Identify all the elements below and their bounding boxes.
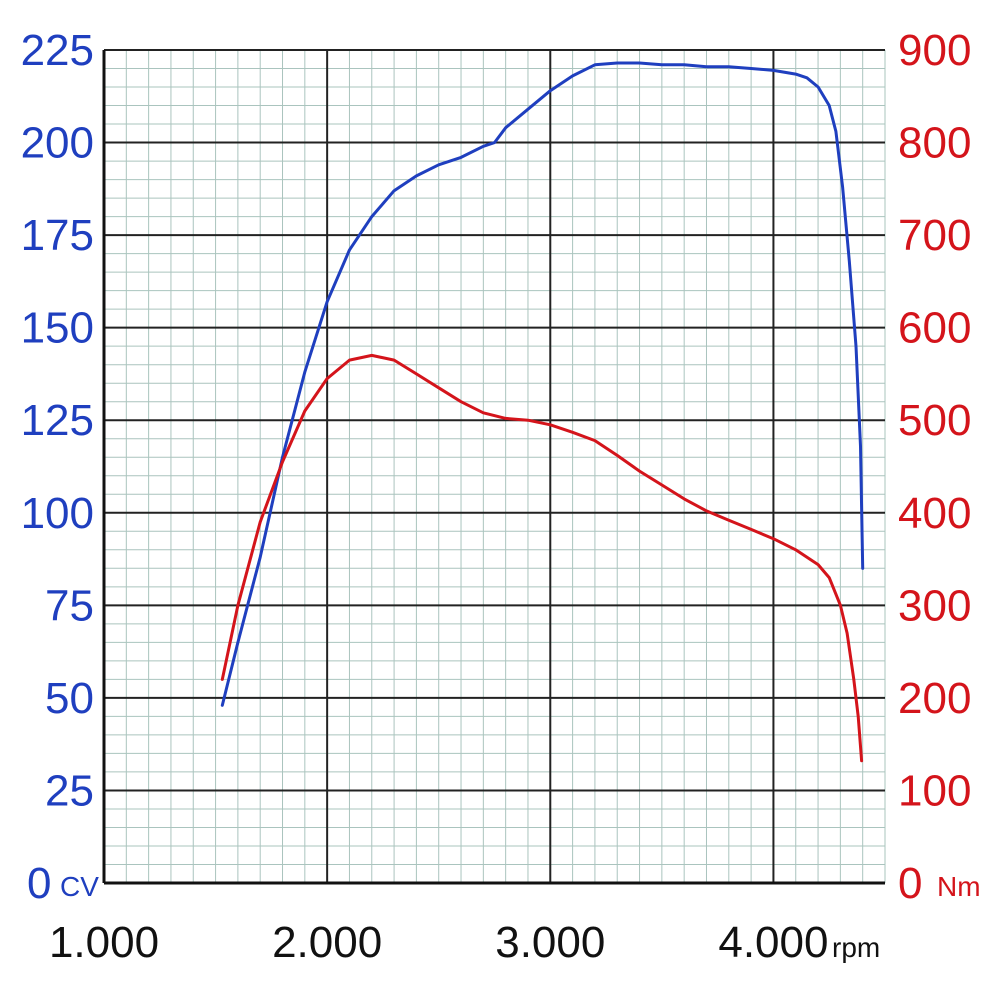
right-tick-label: 100 [898,766,971,815]
right-tick-label: 600 [898,304,971,353]
right-axis-labels: 0 100 200 300 400 500 600 700 800 900 [898,26,971,908]
x-tick-label: 2.000 [272,918,382,967]
series-lines [220,61,865,763]
left-axis-labels: 0 25 50 75 100 125 150 175 200 225 [21,26,94,908]
left-tick-label: 225 [21,26,94,75]
right-tick-label: 800 [898,119,971,168]
left-tick-label: 150 [21,304,94,353]
x-axis-unit: rpm [832,932,880,963]
left-tick-label: 175 [21,211,94,260]
power-series-line [220,61,865,707]
axes [102,50,885,885]
left-tick-label: 25 [45,766,94,815]
right-tick-label: 300 [898,581,971,630]
right-tick-label: 400 [898,489,971,538]
x-tick-label: 4.000 [718,918,828,967]
x-tick-label: 3.000 [495,918,605,967]
right-axis-unit: Nm [937,871,981,902]
right-tick-label: 500 [898,396,971,445]
x-axis-labels: 1.000 2.000 3.000 4.000 [49,918,829,967]
left-tick-label: 100 [21,489,94,538]
right-tick-label: 700 [898,211,971,260]
left-tick-label: 50 [45,674,94,723]
right-tick-label: 200 [898,674,971,723]
left-axis-unit: CV [60,871,99,902]
left-tick-label: 200 [21,119,94,168]
left-tick-label: 75 [45,581,94,630]
x-tick-label: 1.000 [49,918,159,967]
right-tick-label: 0 [898,859,922,908]
right-tick-label: 900 [898,26,971,75]
left-tick-label: 125 [21,396,94,445]
left-tick-label: 0 [27,859,51,908]
torque-series-line [220,353,864,763]
major-grid [103,49,885,884]
